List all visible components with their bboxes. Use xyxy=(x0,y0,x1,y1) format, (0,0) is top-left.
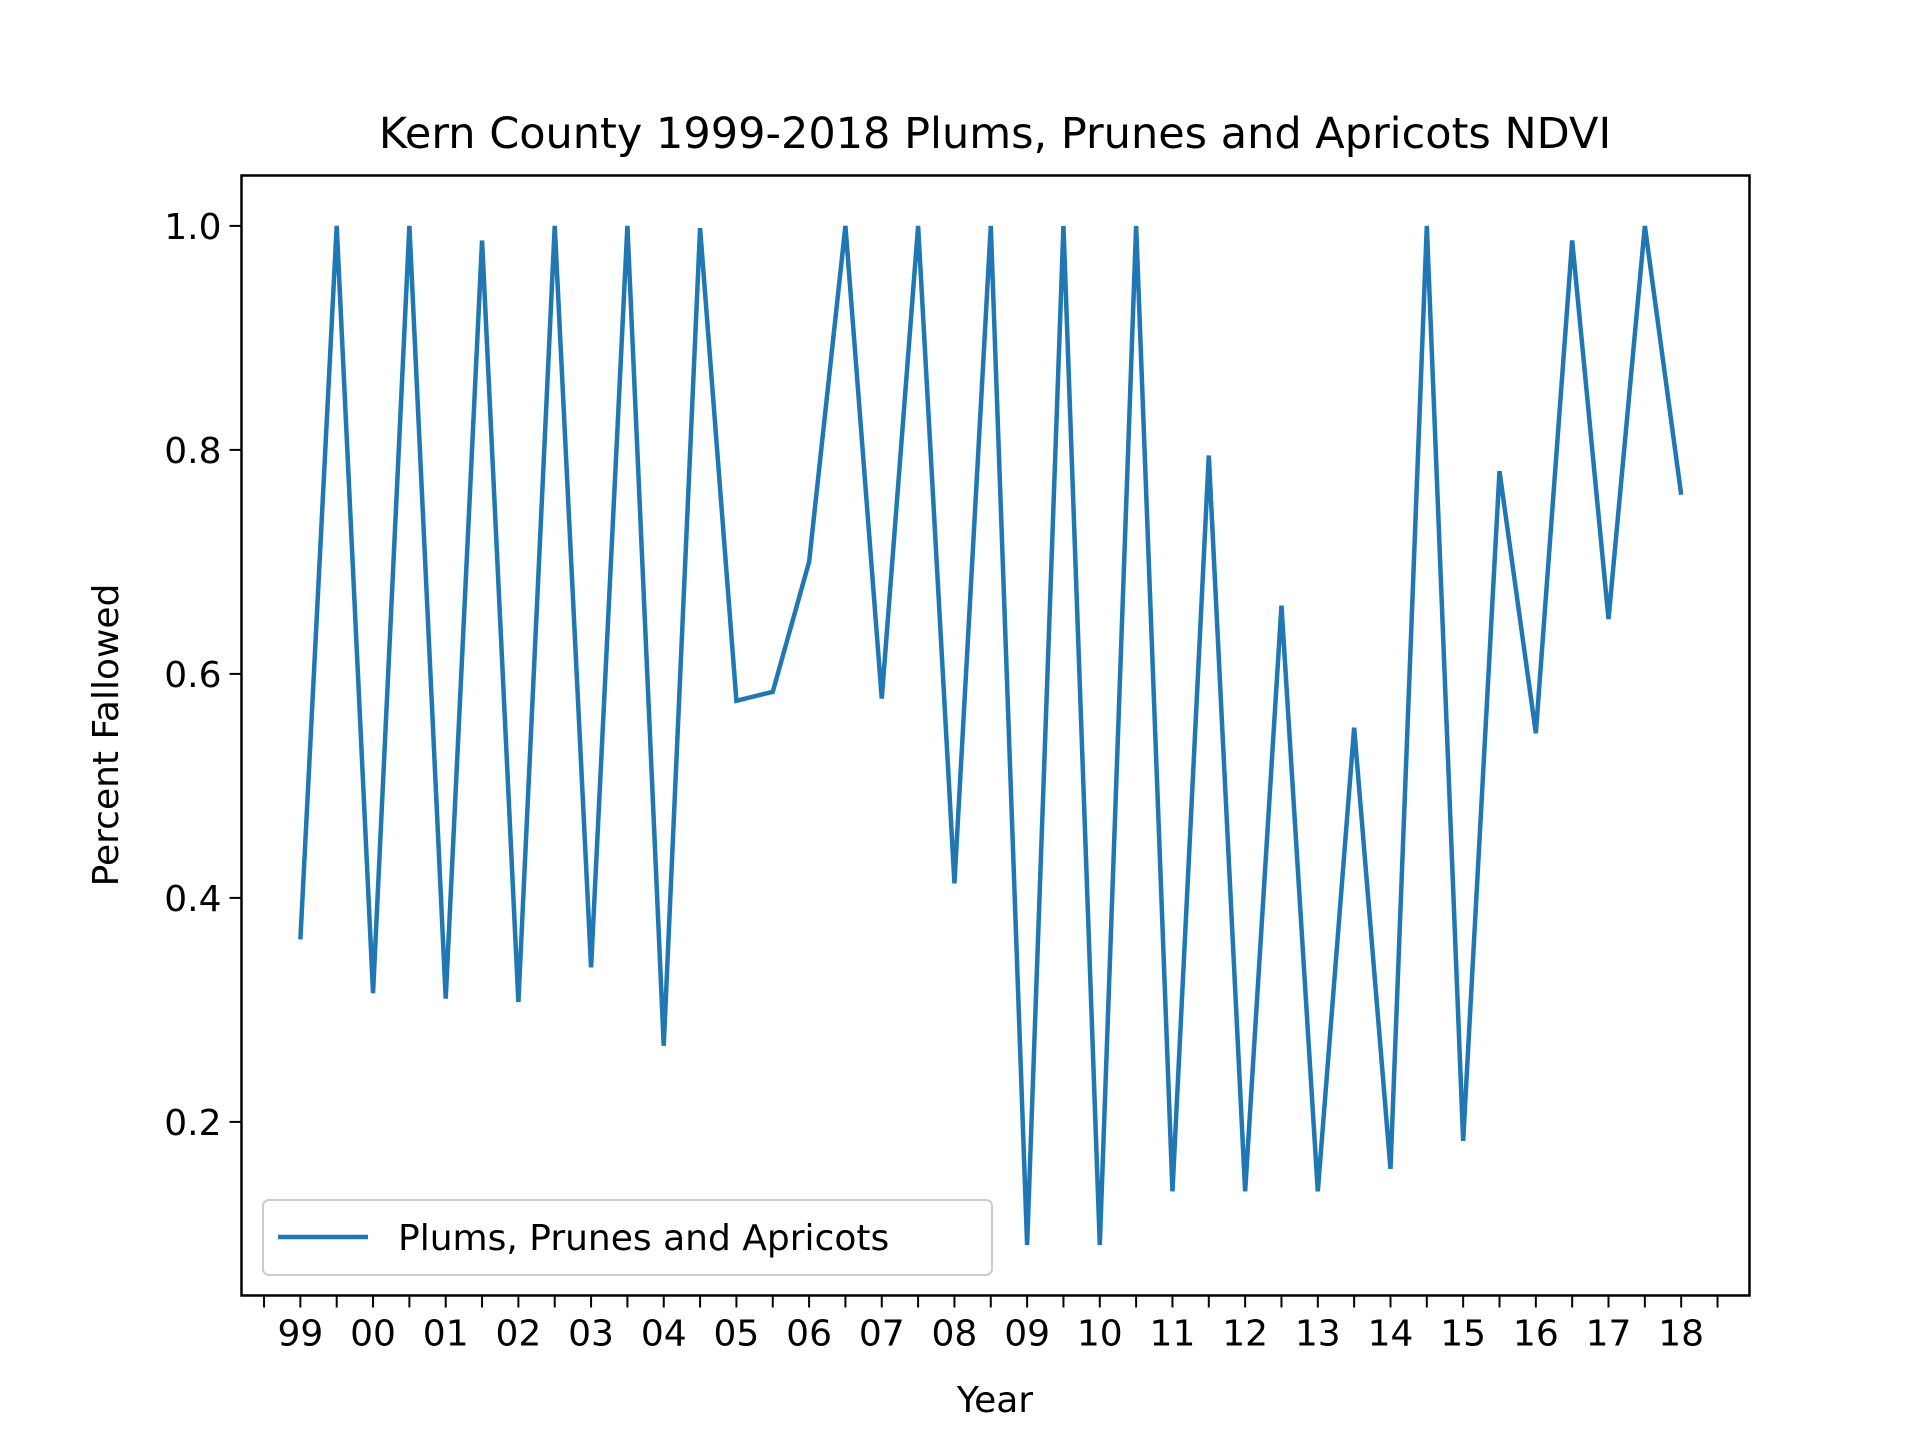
x-tick-label: 07 xyxy=(859,1314,905,1355)
data-point xyxy=(480,238,485,243)
data-point xyxy=(407,223,412,228)
data-point xyxy=(589,965,594,970)
data-point xyxy=(879,696,884,701)
x-tick-label: 10 xyxy=(1077,1314,1123,1355)
data-point xyxy=(807,559,812,564)
x-tick-label: 13 xyxy=(1295,1314,1341,1355)
x-tick-label: 06 xyxy=(786,1314,832,1355)
data-point xyxy=(625,223,630,228)
data-point xyxy=(1497,469,1502,474)
legend-label-plums-prunes-and-apricots: Plums, Prunes and Apricots xyxy=(398,1218,889,1259)
x-tick-label: 14 xyxy=(1368,1314,1414,1355)
data-point xyxy=(1352,725,1357,730)
x-tick-label: 16 xyxy=(1513,1314,1559,1355)
data-point xyxy=(443,996,448,1001)
x-tick-label: 05 xyxy=(714,1314,760,1355)
data-point xyxy=(1533,731,1538,736)
data-point xyxy=(988,223,993,228)
chart-title: Kern County 1999-2018 Plums, Prunes and … xyxy=(379,109,1611,159)
x-axis-label: Year xyxy=(956,1380,1033,1421)
data-point xyxy=(1061,223,1066,228)
data-point xyxy=(334,223,339,228)
series-line-0 xyxy=(298,225,1684,1246)
x-tick-label: 15 xyxy=(1440,1314,1486,1355)
x-tick-label: 00 xyxy=(350,1314,396,1355)
x-tick-label: 11 xyxy=(1150,1314,1196,1355)
y-axis: 0.2 0.4 0.6 0.8 1.0 xyxy=(164,207,242,1144)
data-point xyxy=(661,1043,666,1048)
data-point xyxy=(1279,603,1284,608)
data-point xyxy=(1642,223,1647,228)
data-point xyxy=(516,1000,521,1005)
plot-frame xyxy=(240,174,1751,1297)
data-point xyxy=(1570,238,1575,243)
data-point xyxy=(1315,1189,1320,1194)
data-point xyxy=(734,698,739,703)
data-point xyxy=(1097,1243,1102,1248)
y-tick-label: 0.4 xyxy=(164,879,221,920)
y-tick-label: 0.6 xyxy=(164,655,221,696)
data-point xyxy=(1134,223,1139,228)
data-point xyxy=(843,223,848,228)
data-point xyxy=(1243,1189,1248,1194)
legend-box xyxy=(262,1199,993,1276)
data-point xyxy=(1679,492,1684,497)
legend: Plums, Prunes and Apricots xyxy=(262,1199,993,1276)
x-tick-label: 03 xyxy=(568,1314,614,1355)
x-tick-label: 08 xyxy=(932,1314,978,1355)
data-point xyxy=(952,881,957,886)
y-tick-label: 1.0 xyxy=(164,207,221,248)
data-point xyxy=(1388,1166,1393,1171)
data-point xyxy=(1206,453,1211,458)
data-point xyxy=(552,223,557,228)
data-point xyxy=(1170,1189,1175,1194)
y-tick-label: 0.2 xyxy=(164,1103,221,1144)
data-point xyxy=(298,937,303,942)
x-tick-label: 17 xyxy=(1586,1314,1632,1355)
data-point xyxy=(1424,223,1429,228)
x-tick-label: 18 xyxy=(1658,1314,1704,1355)
data-point xyxy=(698,226,703,231)
y-axis-label: Percent Fallowed xyxy=(86,584,127,887)
data-point xyxy=(770,689,775,694)
x-axis: 99 00 01 02 03 04 05 06 07 08 09 10 11 12 13 14 15 16 17 18 xyxy=(263,1295,1719,1355)
x-tick-label: 02 xyxy=(495,1314,541,1355)
data-point xyxy=(1606,617,1611,622)
data-point xyxy=(1025,1243,1030,1248)
y-tick-label: 0.8 xyxy=(164,431,221,472)
plot-area xyxy=(298,223,1684,1248)
x-tick-label: 09 xyxy=(1004,1314,1050,1355)
data-point xyxy=(1461,1138,1466,1143)
x-tick-label: 01 xyxy=(423,1314,469,1355)
data-point xyxy=(916,223,921,228)
x-tick-label: 99 xyxy=(277,1314,323,1355)
x-tick-label: 04 xyxy=(641,1314,687,1355)
x-tick-label: 12 xyxy=(1222,1314,1268,1355)
data-point xyxy=(371,991,376,996)
